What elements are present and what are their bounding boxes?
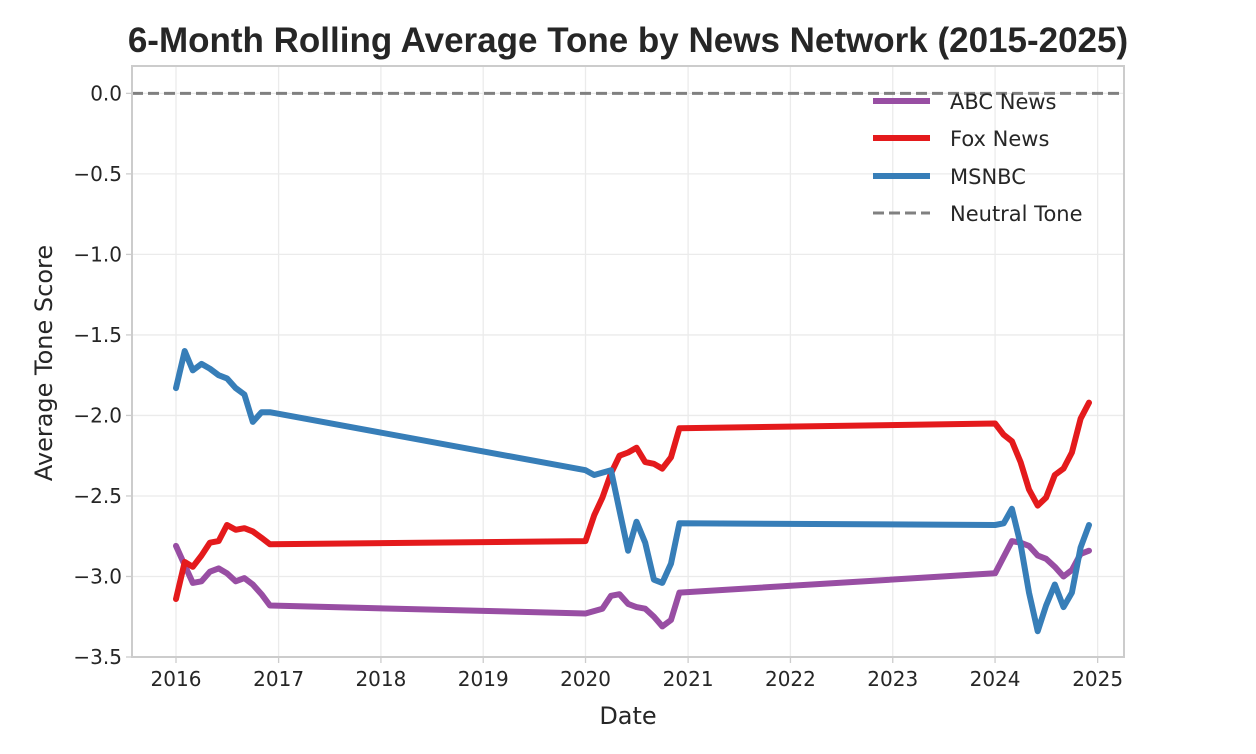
legend: ABC News Fox News MSNBC Neutral Tone [873, 90, 1083, 226]
axes: 2016 2017 2018 2019 2020 2021 2022 2023 2024 2025… [73, 65, 1125, 691]
y-tick-label: −3.5 [73, 645, 122, 669]
y-tick-label: −3.0 [73, 564, 122, 588]
plot-area [132, 91, 1124, 635]
x-tick-label: 2024 [970, 667, 1021, 691]
x-tick-label: 2018 [355, 667, 406, 691]
legend-label: MSNBC [950, 165, 1026, 189]
plot-background [132, 66, 1124, 657]
x-tick-label: 2017 [253, 667, 304, 691]
y-tick-label: −2.5 [73, 484, 122, 508]
x-tick-label: 2020 [560, 667, 611, 691]
y-tick-label: 0.0 [90, 81, 122, 105]
y-axis-label: Average Tone Score [30, 245, 58, 481]
y-tick-label: −0.5 [73, 162, 122, 186]
x-tick-label: 2019 [458, 667, 509, 691]
y-tick-label: −2.0 [73, 403, 122, 427]
legend-label: Fox News [950, 127, 1049, 151]
series-line-msnbc [173, 348, 1092, 635]
x-tick-label: 2021 [663, 667, 714, 691]
y-tick-label: −1.5 [73, 323, 122, 347]
legend-label: ABC News [950, 90, 1057, 114]
y-tick-label: −1.0 [73, 242, 122, 266]
x-tick-label: 2022 [765, 667, 816, 691]
legend-label-neutral: Neutral Tone [950, 202, 1083, 226]
series-line-abc-news [173, 538, 1092, 630]
x-tick-label: 2023 [867, 667, 918, 691]
x-tick-label: 2016 [151, 667, 202, 691]
axes-frame [131, 65, 1125, 658]
x-tick-label: 2025 [1072, 667, 1123, 691]
series-line-fox-news [173, 399, 1092, 602]
chart-title: 6-Month Rolling Average Tone by News Net… [128, 21, 1128, 60]
grid [132, 66, 1124, 658]
x-axis-label: Date [599, 702, 656, 730]
